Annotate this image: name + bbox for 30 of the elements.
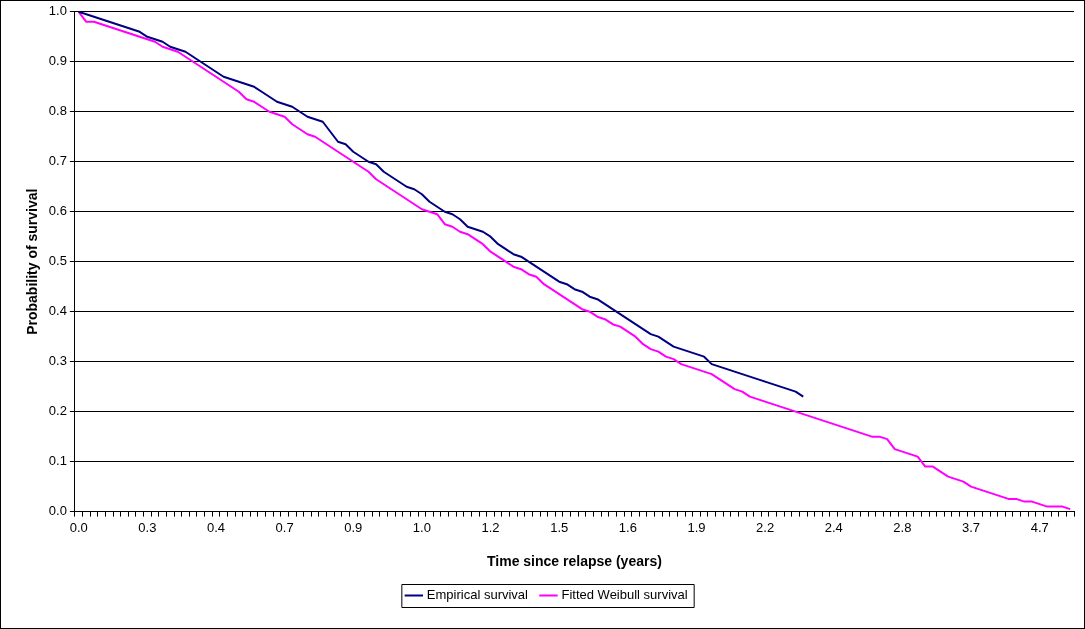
legend-label: Empirical survival: [426, 587, 529, 603]
y-tick-label: 0.8: [48, 103, 67, 119]
y-tick-label: 1.0: [48, 3, 67, 19]
y-tick-label: 0.5: [48, 253, 67, 269]
x-tick-label: 2.2: [756, 519, 775, 535]
x-tick-label: 0.9: [344, 519, 363, 535]
y-axis-title: Probability of survival: [24, 188, 41, 335]
x-tick-label: 0.3: [138, 519, 157, 535]
y-tick-label: 0.9: [48, 53, 67, 69]
x-tick-label: 0.4: [206, 519, 226, 535]
x-tick-label: 2.4: [824, 519, 843, 535]
x-tick-label: 1.6: [618, 519, 637, 535]
x-tick-label: 0.7: [275, 519, 294, 535]
y-tick-label: 0.2: [48, 403, 67, 419]
y-tick-label: 0.0: [48, 503, 67, 519]
x-tick-label: 1.5: [550, 519, 569, 535]
x-tick-label: 4.7: [1030, 519, 1049, 535]
y-tick-label: 0.6: [48, 203, 67, 219]
y-tick-label: 0.7: [48, 153, 67, 169]
x-tick-label: 2.8: [893, 519, 912, 535]
x-tick-label: 1.0: [412, 519, 431, 535]
y-tick-label: 0.4: [48, 303, 67, 319]
x-tick-label: 1.2: [481, 519, 500, 535]
x-tick-label: 3.7: [962, 519, 981, 535]
x-axis-title: Time since relapse (years): [487, 553, 662, 570]
legend-label: Fitted Weibull survival: [561, 587, 688, 603]
y-tick-label: 0.3: [48, 353, 67, 369]
x-tick-label: 0.0: [69, 519, 88, 535]
y-tick-label: 0.1: [48, 453, 67, 469]
x-tick-label: 1.9: [687, 519, 706, 535]
